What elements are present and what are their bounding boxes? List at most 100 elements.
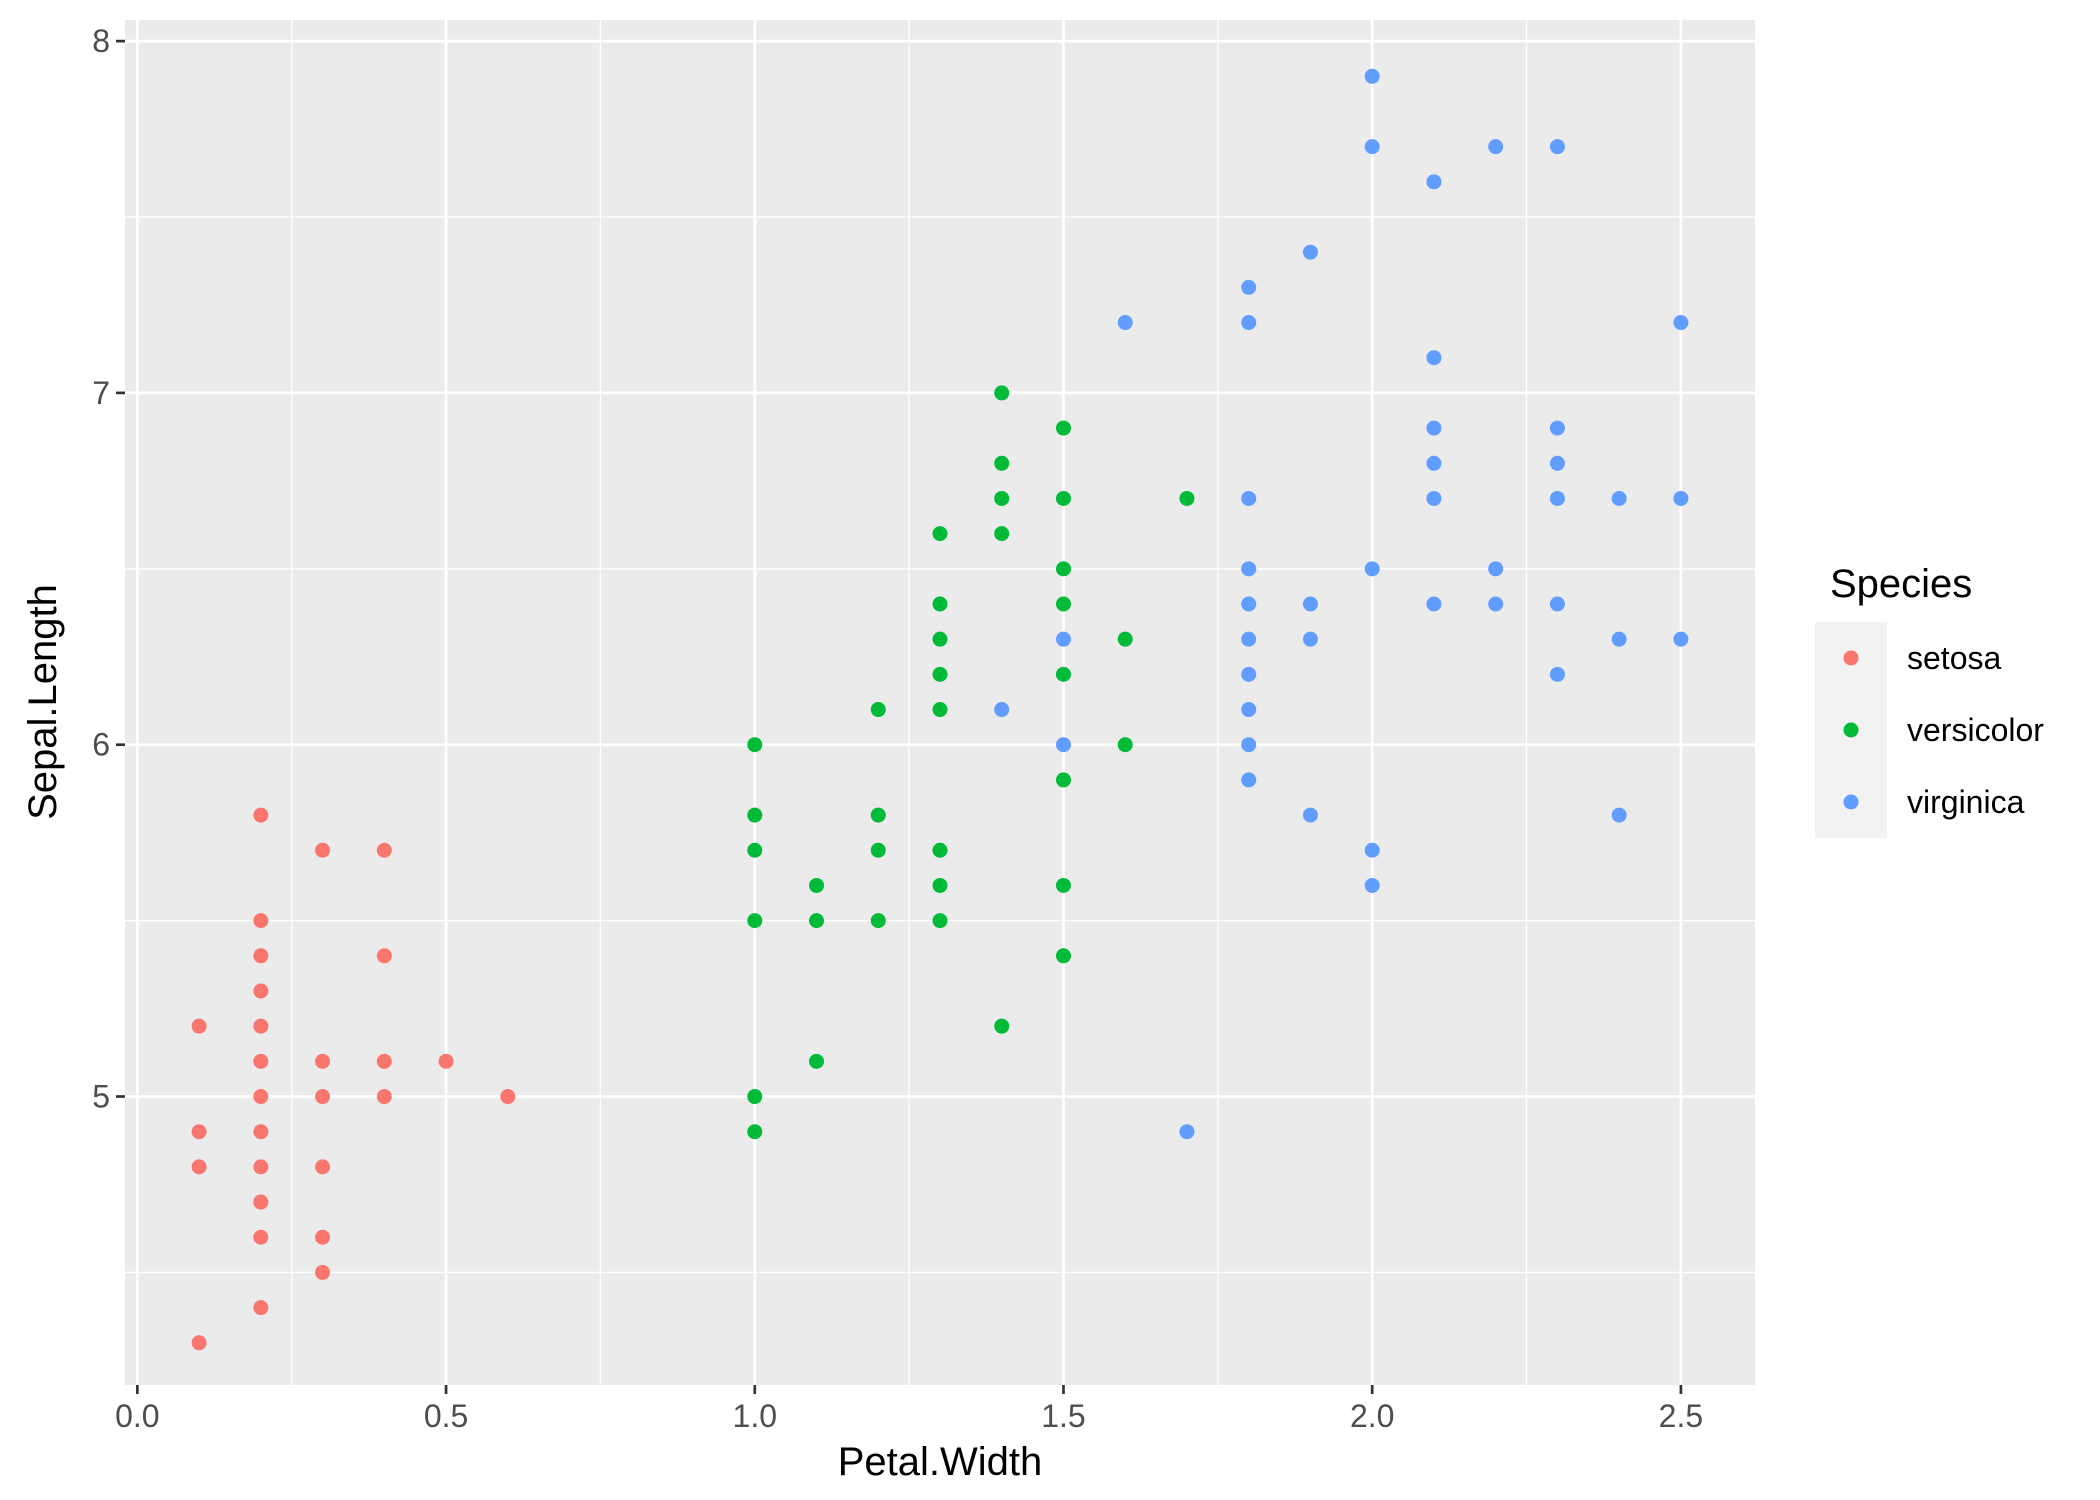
data-point-versicolor	[932, 596, 948, 612]
data-point-versicolor	[1055, 666, 1071, 682]
data-point-virginica	[1426, 490, 1442, 506]
data-point-setosa	[191, 1018, 207, 1034]
data-point-versicolor	[870, 702, 886, 718]
data-point-virginica	[1241, 490, 1257, 506]
y-tick-label: 7	[92, 375, 110, 411]
data-point-setosa	[438, 1053, 454, 1069]
data-point-virginica	[1426, 350, 1442, 366]
legend-title: Species	[1830, 562, 1972, 606]
major-gridlines	[125, 20, 1755, 1385]
data-point-virginica	[1241, 666, 1257, 682]
x-tick-label: 1.0	[733, 1398, 777, 1434]
data-point-virginica	[1364, 139, 1380, 155]
data-point-setosa	[376, 842, 392, 858]
data-point-virginica	[1302, 596, 1318, 612]
data-point-versicolor	[932, 631, 948, 647]
data-point-setosa	[191, 1335, 207, 1351]
y-tick-label: 6	[92, 727, 110, 763]
data-point-virginica	[1241, 737, 1257, 753]
data-point-versicolor	[1055, 948, 1071, 964]
data-point-setosa	[253, 1194, 269, 1210]
data-point-setosa	[315, 1229, 331, 1245]
x-tick-label: 1.5	[1041, 1398, 1085, 1434]
legend-label-virginica: virginica	[1907, 784, 2025, 820]
data-point-setosa	[191, 1159, 207, 1175]
data-point-setosa	[253, 913, 269, 929]
data-point-setosa	[315, 1159, 331, 1175]
data-point-virginica	[1426, 596, 1442, 612]
data-point-setosa	[253, 807, 269, 823]
data-point-virginica	[1241, 702, 1257, 718]
data-point-virginica	[1364, 842, 1380, 858]
data-point-virginica	[1241, 772, 1257, 788]
data-point-setosa	[253, 1300, 269, 1316]
data-point-setosa	[315, 1264, 331, 1280]
x-tick-label: 2.0	[1350, 1398, 1394, 1434]
data-point-versicolor	[932, 842, 948, 858]
data-point-virginica	[1488, 596, 1504, 612]
legend-marker-versicolor	[1843, 722, 1859, 738]
minor-gridlines	[125, 20, 1755, 1385]
data-point-versicolor	[994, 490, 1010, 506]
data-point-versicolor	[932, 913, 948, 929]
data-point-virginica	[1673, 490, 1689, 506]
x-tick-label: 0.0	[115, 1398, 159, 1434]
data-point-virginica	[1426, 420, 1442, 436]
data-point-virginica	[994, 702, 1010, 718]
data-point-setosa	[315, 1053, 331, 1069]
data-point-virginica	[1302, 807, 1318, 823]
data-point-versicolor	[747, 913, 763, 929]
data-point-virginica	[1488, 561, 1504, 577]
data-point-setosa	[191, 1124, 207, 1140]
data-point-virginica	[1673, 631, 1689, 647]
data-point-setosa	[253, 1089, 269, 1105]
x-axis: 0.0 0.5 1.0 1.5 2.0 2.5	[115, 1385, 1703, 1434]
data-point-setosa	[253, 1053, 269, 1069]
data-point-virginica	[1549, 666, 1565, 682]
data-point-virginica	[1241, 279, 1257, 295]
data-point-virginica	[1488, 139, 1504, 155]
data-point-virginica	[1549, 490, 1565, 506]
legend-marker-setosa	[1843, 650, 1859, 666]
data-point-setosa	[253, 948, 269, 964]
data-point-versicolor	[1117, 631, 1133, 647]
y-axis: 5 6 7 8	[92, 23, 125, 1115]
data-point-versicolor	[1055, 596, 1071, 612]
data-point-versicolor	[1055, 561, 1071, 577]
data-point-virginica	[1364, 877, 1380, 893]
data-point-versicolor	[1179, 490, 1195, 506]
data-point-versicolor	[1055, 877, 1071, 893]
legend-label-setosa: setosa	[1907, 640, 2001, 676]
data-point-setosa	[253, 1124, 269, 1140]
data-point-versicolor	[932, 666, 948, 682]
data-point-virginica	[1241, 315, 1257, 331]
data-point-virginica	[1673, 315, 1689, 331]
y-tick-label: 8	[92, 23, 110, 59]
legend-items: setosa versicolor virginica	[1815, 622, 2044, 838]
y-tick-label: 5	[92, 1079, 110, 1115]
data-point-versicolor	[932, 877, 948, 893]
data-point-versicolor	[870, 913, 886, 929]
data-point-setosa	[253, 983, 269, 999]
data-point-virginica	[1364, 561, 1380, 577]
data-point-setosa	[376, 1089, 392, 1105]
data-point-virginica	[1241, 561, 1257, 577]
x-tick-label: 2.5	[1659, 1398, 1703, 1434]
data-point-virginica	[1426, 174, 1442, 190]
x-tick-label: 0.5	[424, 1398, 468, 1434]
legend-label-versicolor: versicolor	[1907, 712, 2044, 748]
data-points	[191, 68, 1689, 1351]
data-point-versicolor	[994, 455, 1010, 471]
y-axis-title: Sepal.Length	[21, 584, 65, 820]
data-point-versicolor	[994, 385, 1010, 401]
data-point-virginica	[1549, 420, 1565, 436]
data-point-versicolor	[870, 842, 886, 858]
data-point-setosa	[315, 1089, 331, 1105]
data-point-setosa	[500, 1089, 516, 1105]
data-point-versicolor	[809, 913, 825, 929]
data-point-versicolor	[747, 1124, 763, 1140]
data-point-virginica	[1302, 631, 1318, 647]
data-point-virginica	[1549, 596, 1565, 612]
